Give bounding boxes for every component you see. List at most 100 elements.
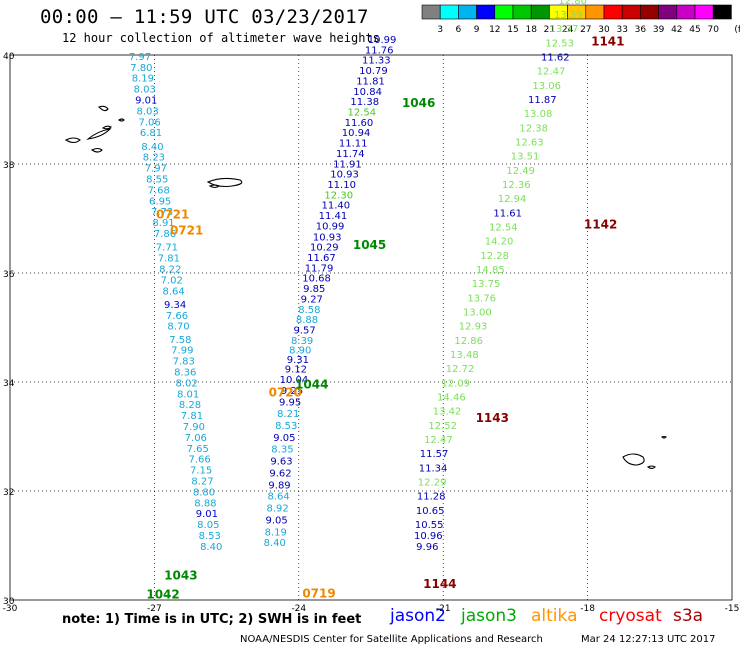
wave-height-value: 11.87: [528, 95, 557, 106]
island-outline: [118, 118, 125, 122]
wave-height-value: 11.57: [420, 449, 449, 460]
pass-time-label: 0721: [170, 223, 203, 237]
map-frame: [9, 54, 733, 601]
wave-height-value: 11.81: [356, 76, 385, 87]
wave-height-value: 11.74: [336, 149, 365, 160]
wave-height-value: 12.72: [446, 364, 475, 375]
wave-height-value: 10.94: [342, 128, 371, 139]
wave-height-value: 8.27: [191, 476, 213, 487]
wave-height-value: 13.06: [532, 81, 561, 92]
scale-tick-label: 9: [474, 25, 480, 35]
wave-height-value: 13.08: [524, 109, 553, 120]
lat-tick-label: 34: [3, 379, 15, 389]
wave-height-value: 10.93: [313, 232, 342, 243]
pass-time-label: 1044: [295, 378, 328, 392]
scale-unit-label: (ft): [734, 25, 740, 35]
wave-height-value: 13.42: [433, 407, 462, 418]
wave-height-value: 7.81: [181, 411, 203, 422]
wave-height-value: 9.62: [269, 468, 291, 479]
wave-height-value: 7.66: [166, 311, 188, 322]
wave-height-value: 12.09: [441, 378, 470, 389]
scale-tick-label: 24: [562, 25, 574, 35]
wave-height-value: 12.28: [480, 251, 509, 262]
island-outline: [661, 435, 667, 439]
lat-tick-label: 30: [3, 597, 15, 607]
lat-tick-label: 32: [3, 488, 14, 498]
wave-height-value: 8.58: [298, 305, 320, 316]
wave-height-value: 10.93: [330, 170, 359, 181]
wave-height-value: 7.58: [169, 335, 191, 346]
wave-height-value: 7.71: [156, 243, 178, 254]
wave-height-value: 7.80: [130, 63, 152, 74]
wave-height-value: 8.92: [266, 504, 288, 515]
wave-height-value: 8.01: [177, 389, 199, 400]
wave-height-value: 13.00: [463, 308, 492, 319]
wave-height-value: 12.36: [502, 180, 531, 191]
wave-height-value: 14.46: [437, 393, 466, 404]
legend-altika: altika: [531, 606, 578, 626]
legend-jason2: jason2: [390, 606, 446, 626]
wave-height-value: 7.99: [171, 346, 193, 357]
wave-height-value: 11.11: [339, 139, 368, 150]
wave-height-value: 8.21: [277, 409, 299, 420]
wave-height-value: 12.54: [489, 222, 518, 233]
wave-height-value: 8.40: [264, 538, 286, 549]
lon-tick-label: -15: [725, 604, 740, 614]
credit-line: NOAA/NESDIS Center for Satellite Applica…: [240, 634, 543, 645]
lon-tick-label: -18: [580, 604, 595, 614]
wave-height-value: 10.29: [310, 243, 339, 254]
wave-height-value: 7.06: [185, 433, 207, 444]
wave-height-value: 9.01: [196, 509, 218, 520]
wave-height-value: 8.02: [176, 378, 198, 389]
wave-height-value: 10.79: [359, 66, 388, 77]
wave-height-value: 8.28: [179, 400, 201, 411]
wave-height-value: 7.65: [187, 444, 209, 455]
wave-height-value: 12.49: [506, 166, 535, 177]
wave-height-value: 10.55: [415, 520, 444, 531]
legend-s3a: s3a: [673, 606, 704, 626]
wave-height-value: 12.93: [459, 322, 488, 333]
wave-height-value: 11.91: [333, 159, 362, 170]
wave-height-value: 7.86: [154, 229, 176, 240]
pass-time-label: 1046: [402, 96, 435, 110]
wave-height-value: 13.37: [550, 24, 579, 35]
wave-height-value: 9.34: [164, 300, 186, 311]
scale-tick-label: 39: [653, 25, 665, 35]
wave-height-value: 11.34: [419, 463, 448, 474]
scale-tick-label: 3: [437, 25, 443, 35]
wave-height-value: 10.84: [353, 87, 382, 98]
wave-height-value: 9.63: [270, 456, 292, 467]
scale-tick-label: 18: [525, 25, 537, 35]
wave-height-value: 8.64: [163, 286, 185, 297]
wave-height-value: 11.41: [319, 211, 348, 222]
pass-time-label: 1043: [164, 568, 197, 582]
wave-height-value: 12.86: [454, 336, 483, 347]
wave-height-value: 13.39: [554, 10, 583, 21]
wave-height-value: 7.81: [158, 254, 180, 265]
wave-height-value: 10.99: [368, 35, 397, 46]
wave-height-value: 8.19: [265, 528, 287, 539]
wave-height-value: 9.95: [279, 397, 301, 408]
wave-height-value: 11.60: [345, 118, 374, 129]
wave-height-value: 7.97: [129, 52, 151, 63]
wave-height-value: 13.76: [467, 293, 496, 304]
island-outline: [208, 184, 221, 189]
wave-height-value: 12.47: [424, 435, 453, 446]
wave-height-value: 12.94: [498, 194, 527, 205]
wave-height-value: 9.85: [303, 284, 325, 295]
wave-height-value: 11.61: [493, 208, 522, 219]
wave-height-value: 8.03: [134, 85, 156, 96]
wave-height-value: 8.90: [289, 346, 311, 357]
wave-height-value: 9.01: [135, 96, 157, 107]
wave-height-value: 12.80: [558, 0, 587, 7]
wave-height-value: 7.66: [189, 455, 211, 466]
wave-height-value: 8.36: [174, 367, 196, 378]
pass-time-label: 0721: [156, 208, 189, 222]
island-outline: [101, 125, 112, 130]
scale-tick-label: 21: [544, 25, 555, 35]
wave-height-value: 11.28: [417, 492, 446, 503]
wave-height-value: 12.38: [519, 123, 548, 134]
wave-height-value: 8.53: [275, 421, 297, 432]
wave-height-value: 8.22: [159, 264, 181, 275]
wave-height-value: 8.19: [132, 74, 154, 85]
